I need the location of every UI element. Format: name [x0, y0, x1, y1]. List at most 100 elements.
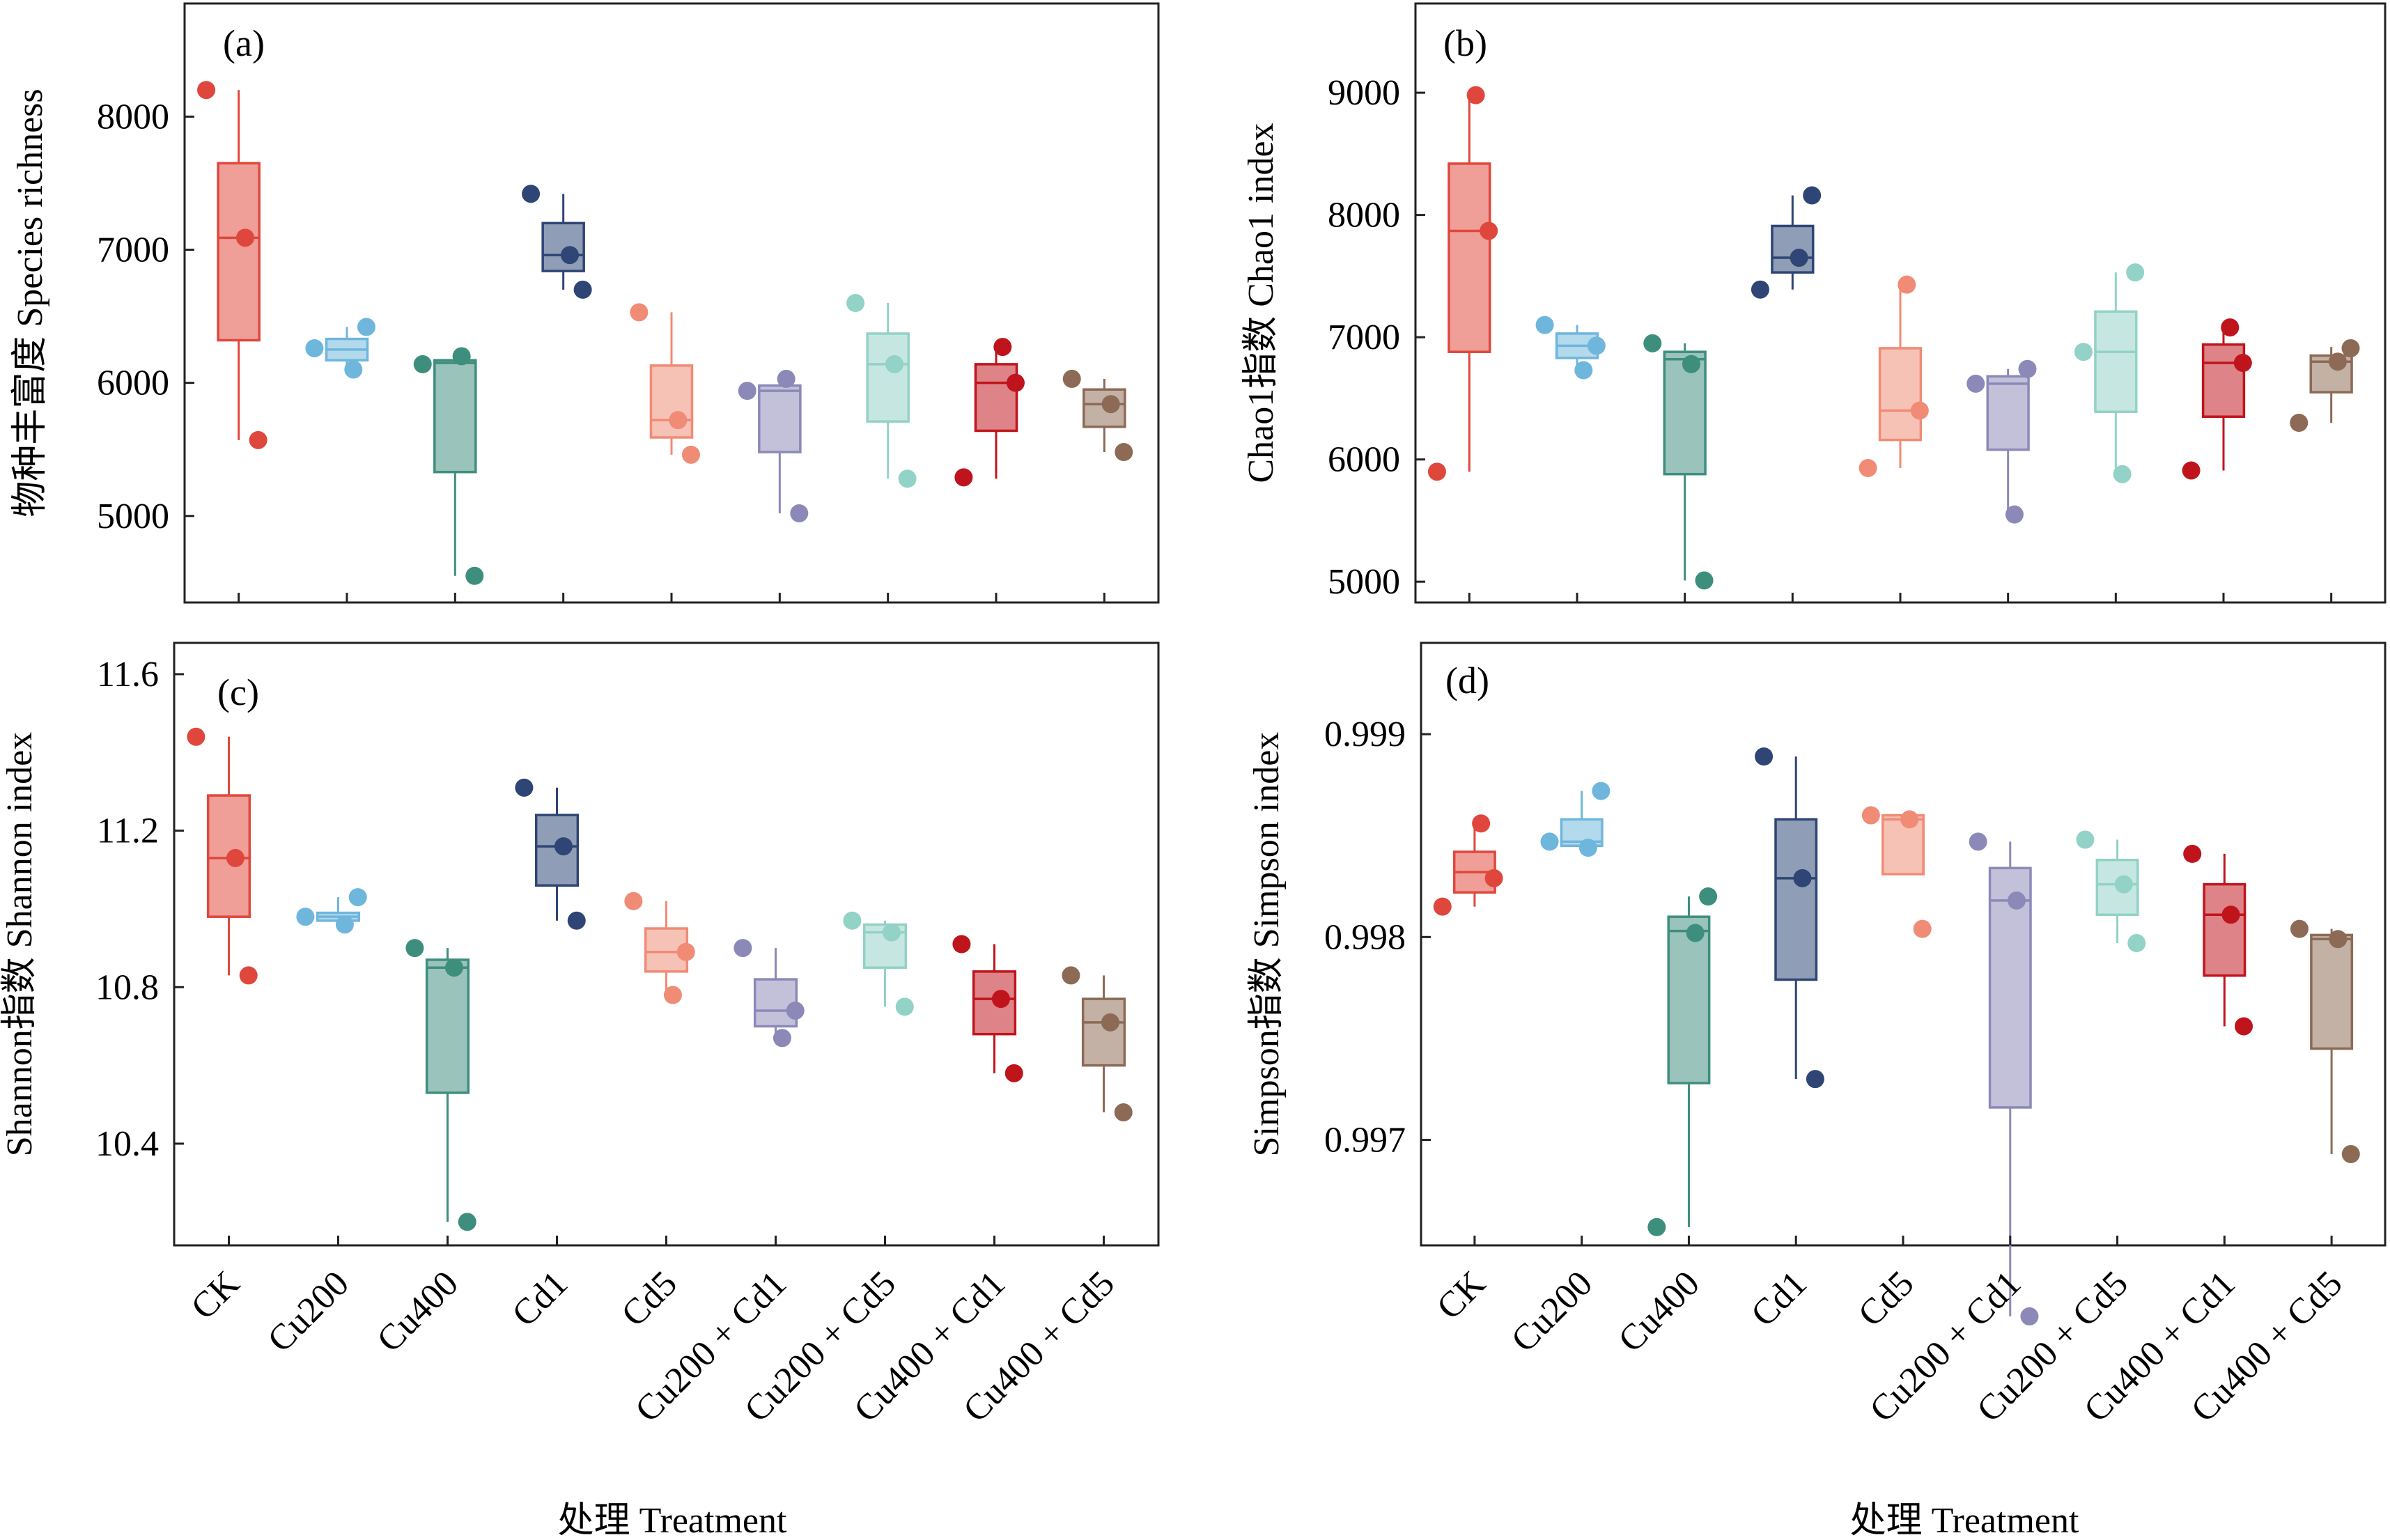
data-point [843, 911, 862, 930]
box-body [1448, 162, 1491, 353]
y-tick-label: 11.6 [97, 655, 159, 694]
y-tick-label: 5000 [1328, 562, 1400, 602]
data-point [738, 382, 756, 400]
box-body [2203, 882, 2247, 977]
box-cu400-cd1 [952, 935, 1023, 1082]
box-ck [1433, 814, 1503, 916]
box-cd5 [1859, 275, 1929, 477]
data-point [993, 338, 1012, 357]
category-label-cd1: Cd1 [504, 1263, 575, 1335]
data-point [515, 778, 534, 797]
data-point [1793, 869, 1812, 887]
data-point [1114, 1103, 1133, 1122]
box-cu200 [296, 888, 367, 934]
data-point [2183, 844, 2202, 863]
data-point [560, 246, 579, 265]
data-point [1898, 275, 1916, 294]
data-point [846, 294, 865, 312]
data-point [954, 468, 973, 487]
box-cu200-cd1 [1969, 832, 2039, 1325]
data-point [952, 935, 971, 954]
box-cd5 [1861, 806, 1932, 938]
box-body [1081, 997, 1126, 1067]
box-cu400-cd1 [954, 338, 1025, 487]
data-point [567, 911, 586, 930]
data-point [1686, 924, 1705, 942]
data-point [1480, 221, 1498, 240]
data-point [2235, 1017, 2253, 1036]
y-axis-title: Shannon指数 Shannon index [0, 732, 40, 1157]
data-point [2221, 318, 2240, 337]
data-point [1062, 966, 1080, 985]
box-ck [1427, 86, 1498, 481]
data-point [2074, 343, 2093, 361]
data-point [405, 939, 424, 958]
data-point [2113, 465, 2132, 483]
panel-a-species-richness: 5000 6000 7000 8000 物种丰富度 Species richness (a… [10, 2, 1160, 604]
data-point [1466, 86, 1485, 104]
box-cu400-cd1 [2182, 318, 2252, 480]
y-tick-label: 8000 [97, 97, 169, 137]
data-point [296, 908, 315, 926]
box-cu400 [413, 347, 484, 585]
box-cu200-cd1 [1966, 359, 2037, 524]
box-body [1988, 866, 2032, 1109]
box-ck [187, 727, 258, 985]
box-body [217, 162, 261, 342]
data-point [1115, 443, 1133, 462]
data-point [522, 185, 541, 203]
box-cd5 [624, 892, 695, 1004]
data-point [882, 923, 901, 942]
data-point [2290, 919, 2308, 938]
data-point [630, 303, 649, 322]
y-axis-title: Chao1指数 Chao1 index [1241, 123, 1281, 483]
category-label-ck: CK [184, 1263, 248, 1328]
data-point [2341, 1144, 2360, 1163]
data-point [348, 888, 367, 907]
data-point [1695, 571, 1714, 590]
data-point [1101, 395, 1120, 414]
category-label-cd1: Cd1 [1744, 1263, 1815, 1335]
box-cu400-cd1 [2183, 844, 2253, 1036]
box-cu200 [305, 318, 375, 379]
category-label-cd5: Cd5 [1851, 1263, 1922, 1335]
box-body [2201, 343, 2246, 418]
data-point [734, 939, 752, 958]
box-body [1667, 915, 1711, 1084]
box-cd1 [515, 778, 586, 930]
data-point [1578, 839, 1597, 857]
box-body [758, 384, 802, 453]
box-body [974, 363, 1018, 433]
y-tick-label: 6000 [97, 364, 169, 403]
data-point [2182, 461, 2201, 480]
box-body [1986, 375, 2030, 451]
y-tick-label: 6000 [1328, 440, 1400, 480]
y-tick-label: 7000 [1328, 318, 1400, 357]
data-point [885, 355, 903, 373]
data-point [197, 81, 216, 100]
data-point [554, 837, 573, 856]
data-point [187, 727, 205, 746]
data-point [344, 360, 363, 379]
box-cu400 [1647, 887, 1718, 1236]
y-tick-label: 9000 [1328, 73, 1400, 113]
box-cu200 [1540, 781, 1611, 857]
y-tick-label: 10.8 [95, 967, 159, 1007]
y-axis-title: Simpson指数 Simpson index [1247, 732, 1287, 1157]
data-point [1755, 747, 1774, 766]
data-point [1859, 458, 1877, 477]
data-point [1433, 897, 1452, 916]
panel-c-shannon-index: 10.4 10.8 11.2 11.6 Shannon指数 Shannon index (… [0, 641, 1160, 1430]
y-tick-label: 0.999 [1324, 715, 1406, 754]
data-point [1969, 832, 1987, 851]
box-body [753, 978, 798, 1028]
box-body [2310, 933, 2354, 1050]
category-label-cu200: Cu200 [261, 1263, 357, 1360]
data-point [235, 228, 254, 247]
data-point [1427, 462, 1446, 481]
data-point [1790, 249, 1808, 267]
data-point [226, 848, 245, 867]
box-cu200-cd5 [2074, 263, 2145, 483]
data-point [1006, 373, 1025, 392]
